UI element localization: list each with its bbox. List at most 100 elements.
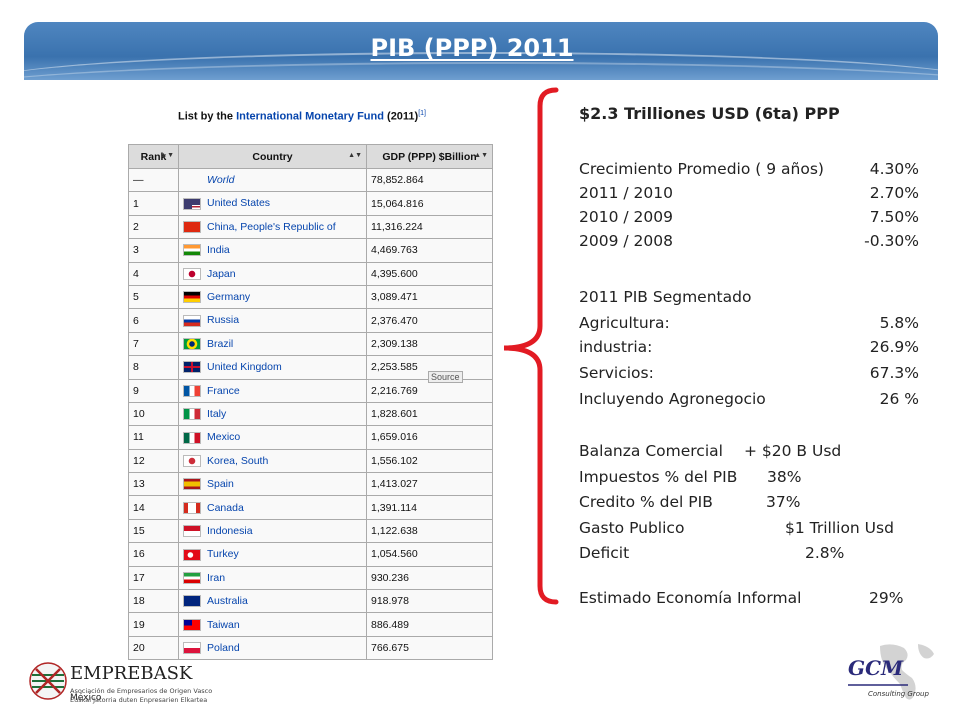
caption-suffix: (2011)	[383, 110, 419, 123]
country-cell[interactable]: United States	[178, 191, 367, 216]
country-link[interactable]: Indonesia	[207, 524, 253, 537]
country-link[interactable]: Spain	[207, 478, 234, 491]
country-link[interactable]: Germany	[207, 291, 251, 304]
column-header-rank[interactable]: Rank ▲▼	[128, 144, 179, 169]
gdp-cell: 2,376.470	[366, 308, 493, 333]
rank-cell: 5	[128, 284, 179, 310]
sort-icon[interactable]: ▲▼	[160, 152, 174, 159]
country-cell[interactable]: China, People's Republic of	[178, 214, 367, 240]
flag-mx-icon	[183, 431, 201, 444]
flag-id-icon	[183, 525, 201, 538]
flag-ca-icon	[183, 501, 201, 514]
country-cell[interactable]: Japan	[178, 261, 367, 286]
country-link[interactable]: Australia	[207, 595, 248, 608]
country-link[interactable]: Russia	[207, 314, 240, 327]
flag-gb-icon	[183, 361, 201, 374]
country-link[interactable]: Canada	[207, 501, 244, 514]
flag-jp-icon	[183, 267, 201, 280]
country-cell[interactable]: World	[178, 167, 367, 193]
rank-cell: 15	[128, 518, 179, 544]
country-cell[interactable]: Russia	[178, 308, 367, 333]
country-link[interactable]: United Kingdom	[207, 361, 282, 374]
country-link[interactable]: Japan	[207, 267, 236, 280]
rank-cell: 16	[128, 542, 179, 567]
rank-header-label: Rank	[140, 150, 167, 163]
table-row: 1 United States 15,064.816	[128, 191, 493, 216]
country-cell[interactable]: Indonesia	[178, 518, 367, 544]
table-row: 14 Canada 1,391.114	[128, 495, 493, 520]
emprebask-logo: EMPREBASK México Asociación de Empresari…	[28, 657, 218, 709]
gdp-cell: 11,316.224	[366, 214, 493, 240]
column-header-gdp[interactable]: GDP (PPP) $Billion ▲▼	[366, 144, 493, 169]
country-header-label: Country	[252, 150, 293, 163]
country-cell[interactable]: Turkey	[178, 542, 367, 567]
country-link[interactable]: Korea, South	[207, 454, 269, 467]
fiscal-label: Credito % del PIB	[579, 493, 713, 511]
country-link[interactable]: Iran	[207, 571, 226, 584]
country-link[interactable]: Turkey	[207, 548, 239, 561]
gdp-table-body: — World 78,852.864 1 United States 15,064.816…	[128, 167, 493, 661]
country-cell[interactable]: Spain	[178, 472, 367, 497]
country-link[interactable]: Poland	[207, 641, 240, 654]
gdp-cell: 930.236	[366, 565, 493, 591]
country-link[interactable]: Mexico	[207, 431, 241, 444]
segment-value: 67.3%	[869, 364, 919, 382]
country-cell[interactable]: France	[178, 378, 367, 403]
table-row: 20 Poland 766.675	[128, 635, 493, 661]
country-cell[interactable]: Iran	[178, 565, 367, 591]
informal-label: Estimado Economía Informal	[579, 589, 802, 607]
table-row: — World 78,852.864	[128, 167, 493, 193]
country-link[interactable]: Brazil	[207, 337, 234, 350]
column-header-country[interactable]: Country ▲▼	[178, 144, 367, 169]
country-cell[interactable]: Brazil	[178, 331, 367, 357]
table-row: 19 Taiwan 886.489	[128, 612, 493, 637]
country-link[interactable]: United States	[207, 197, 271, 210]
segment-label: Servicios:	[579, 364, 654, 382]
country-cell[interactable]: Taiwan	[178, 612, 367, 637]
country-link[interactable]: China, People's Republic of	[207, 220, 336, 233]
country-cell[interactable]: United Kingdom	[178, 355, 367, 380]
growth-value: 7.50%	[869, 208, 919, 226]
curly-bracket-icon	[503, 87, 559, 605]
country-cell[interactable]: Mexico	[178, 425, 367, 450]
flag-fr-icon	[183, 384, 201, 397]
table-row: 18 Australia 918.978	[128, 589, 493, 614]
growth-label: Crecimiento Promedio ( 9 años)	[579, 160, 824, 178]
reference-link[interactable]: [1]	[418, 110, 427, 117]
table-row: 16 Turkey 1,054.560	[128, 542, 493, 567]
country-cell[interactable]: Korea, South	[178, 448, 367, 474]
gdp-cell: 766.675	[366, 635, 493, 661]
country-link[interactable]: Taiwan	[207, 618, 240, 631]
gcm-logo: GCM Consulting Group	[840, 640, 940, 710]
rank-cell: 18	[128, 589, 179, 614]
growth-label: 2010 / 2009	[579, 208, 673, 226]
gcm-underline-icon	[848, 684, 908, 686]
country-cell[interactable]: Australia	[178, 589, 367, 614]
sort-icon[interactable]: ▲▼	[348, 152, 362, 159]
country-cell[interactable]: Italy	[178, 401, 367, 427]
imf-link[interactable]: International Monetary Fund	[236, 110, 384, 123]
rank-cell: 17	[128, 565, 179, 591]
source-link[interactable]: Source	[428, 371, 463, 383]
emprebask-country: México	[70, 693, 102, 703]
rank-cell: 2	[128, 214, 179, 240]
rank-cell: 4	[128, 261, 179, 286]
country-cell[interactable]: Poland	[178, 635, 367, 661]
country-link[interactable]: Italy	[207, 407, 227, 420]
country-cell[interactable]: Germany	[178, 284, 367, 310]
gdp-cell: 3,089.471	[366, 284, 493, 310]
flag-in-icon	[183, 244, 201, 257]
gdp-cell: 1,054.560	[366, 542, 493, 567]
country-link[interactable]: India	[207, 244, 230, 257]
country-link[interactable]: World	[207, 174, 235, 187]
table-row: 15 Indonesia 1,122.638	[128, 518, 493, 544]
informal-value: 29%	[869, 589, 904, 607]
gdp-table: Rank ▲▼ Country ▲▼ GDP (PPP) $Billion ▲▼ — W…	[128, 144, 493, 661]
segment-label: industria:	[579, 338, 653, 356]
country-cell[interactable]: India	[178, 238, 367, 263]
growth-value: 4.30%	[869, 160, 919, 178]
rank-cell: 10	[128, 401, 179, 427]
country-link[interactable]: France	[207, 384, 240, 397]
sort-icon[interactable]: ▲▼	[474, 152, 488, 159]
country-cell[interactable]: Canada	[178, 495, 367, 520]
